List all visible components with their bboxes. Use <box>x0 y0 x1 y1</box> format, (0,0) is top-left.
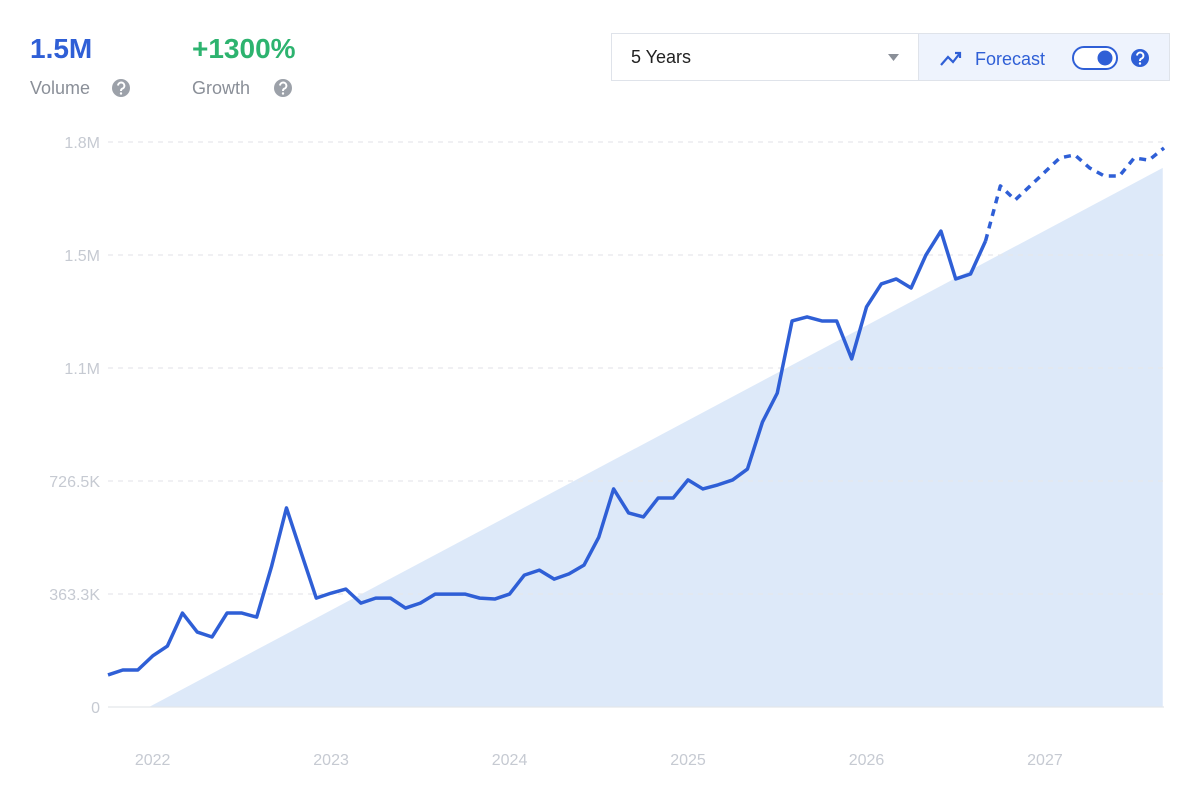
x-tick-label: 2023 <box>313 752 349 769</box>
y-tick-label: 1.8M <box>64 135 100 152</box>
growth-help[interactable] <box>274 79 292 97</box>
x-tick-label: 2025 <box>670 752 706 769</box>
x-tick-label: 2026 <box>849 752 885 769</box>
volume-value: 1.5M <box>30 33 92 64</box>
volume-label: Volume <box>30 78 90 98</box>
x-tick-label: 2024 <box>492 752 528 769</box>
range-dropdown[interactable]: 5 Years <box>611 33 919 81</box>
y-tick-label: 0 <box>91 700 100 717</box>
x-tick-label: 2022 <box>135 752 171 769</box>
forecast-panel: Forecast <box>918 33 1170 81</box>
growth-label: Growth <box>192 78 250 98</box>
y-tick-label: 1.1M <box>64 361 100 378</box>
plot: 0 363.3K 726.5K 1.1M 1.5M 1.8M 2022 2023 2024 202… <box>49 135 1166 769</box>
forecast-label: Forecast <box>975 49 1045 69</box>
forecast-help[interactable] <box>1131 49 1149 67</box>
forecast-toggle[interactable] <box>1072 46 1118 70</box>
volume-line <box>107 229 988 677</box>
range-value: 5 Years <box>631 47 691 67</box>
y-tick-label: 726.5K <box>49 474 100 491</box>
growth-value: +1300% <box>192 33 296 64</box>
volume-help[interactable] <box>112 79 130 97</box>
y-tick-label: 1.5M <box>64 248 100 265</box>
trend-area <box>149 167 1163 707</box>
x-tick-label: 2027 <box>1027 752 1063 769</box>
y-tick-label: 363.3K <box>49 587 100 604</box>
